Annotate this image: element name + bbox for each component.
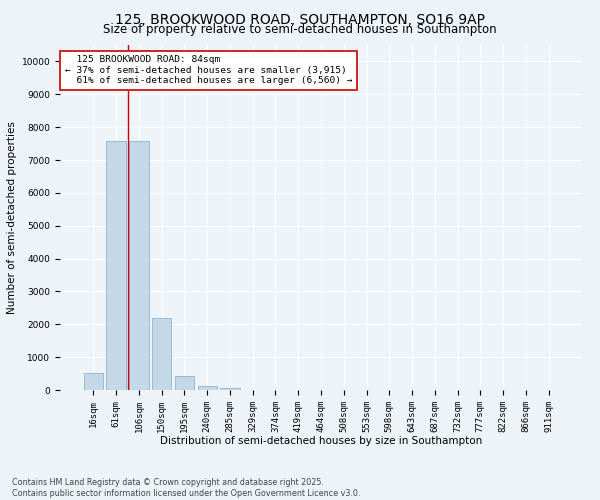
Y-axis label: Number of semi-detached properties: Number of semi-detached properties bbox=[7, 121, 17, 314]
Text: Size of property relative to semi-detached houses in Southampton: Size of property relative to semi-detach… bbox=[103, 22, 497, 36]
Bar bbox=[175, 376, 194, 390]
Bar bbox=[152, 318, 172, 390]
Text: 125 BROOKWOOD ROAD: 84sqm
← 37% of semi-detached houses are smaller (3,915)
  61: 125 BROOKWOOD ROAD: 84sqm ← 37% of semi-… bbox=[65, 56, 353, 85]
Bar bbox=[197, 386, 217, 390]
Bar bbox=[129, 141, 149, 390]
Bar bbox=[106, 141, 126, 390]
X-axis label: Distribution of semi-detached houses by size in Southampton: Distribution of semi-detached houses by … bbox=[160, 436, 482, 446]
Bar bbox=[220, 388, 239, 390]
Text: 125, BROOKWOOD ROAD, SOUTHAMPTON, SO16 9AP: 125, BROOKWOOD ROAD, SOUTHAMPTON, SO16 9… bbox=[115, 12, 485, 26]
Bar bbox=[84, 372, 103, 390]
Text: Contains HM Land Registry data © Crown copyright and database right 2025.
Contai: Contains HM Land Registry data © Crown c… bbox=[12, 478, 361, 498]
